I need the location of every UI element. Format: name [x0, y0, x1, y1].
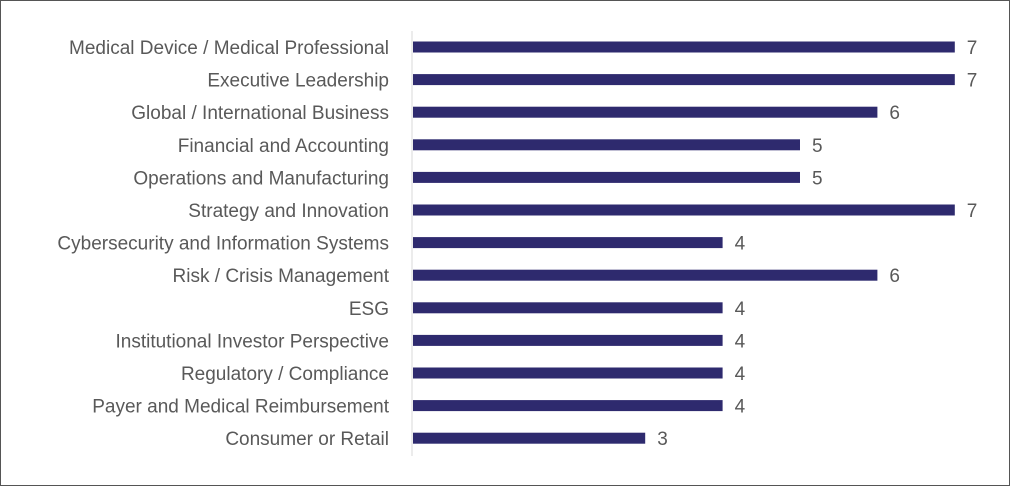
category-labels: Medical Device / Medical Professional Exe…: [57, 38, 389, 450]
value-label-regulatory-compliance: 4: [735, 364, 746, 385]
category-label-esg: ESG: [349, 299, 389, 320]
value-labels: 7 7 6 5 5 7 4 6 4 4 4 4 3: [657, 38, 977, 450]
value-label-executive-leadership: 7: [967, 71, 978, 92]
value-label-cybersecurity-and-information-systems: 4: [735, 234, 746, 255]
bar-risk-crisis-management: [413, 269, 878, 281]
value-label-institutional-investor-perspective: 4: [735, 331, 746, 352]
category-label-regulatory-compliance: Regulatory / Compliance: [181, 364, 389, 385]
bar-strategy-and-innovation: [413, 204, 955, 216]
bars: [413, 41, 955, 444]
category-label-operations-and-manufacturing: Operations and Manufacturing: [133, 168, 389, 189]
value-label-operations-and-manufacturing: 5: [812, 168, 823, 189]
category-label-cybersecurity-and-information-systems: Cybersecurity and Information Systems: [57, 234, 389, 255]
bar-consumer-or-retail: [413, 432, 646, 444]
bar-regulatory-compliance: [413, 367, 723, 379]
bar-institutional-investor-perspective: [413, 334, 723, 346]
value-label-esg: 4: [735, 299, 746, 320]
value-label-payer-and-medical-reimbursement: 4: [735, 397, 746, 418]
bar-payer-and-medical-reimbursement: [413, 400, 723, 412]
category-label-risk-crisis-management: Risk / Crisis Management: [173, 266, 390, 287]
value-label-strategy-and-innovation: 7: [967, 201, 978, 222]
category-label-institutional-investor-perspective: Institutional Investor Perspective: [115, 331, 389, 352]
category-label-strategy-and-innovation: Strategy and Innovation: [188, 201, 389, 222]
bar-executive-leadership: [413, 74, 955, 86]
value-label-consumer-or-retail: 3: [657, 429, 668, 450]
value-label-risk-crisis-management: 6: [889, 266, 900, 287]
bar-esg: [413, 302, 723, 314]
bar-global-international-business: [413, 106, 878, 118]
bar-medical-device-medical-professional: [413, 41, 955, 53]
value-label-global-international-business: 6: [889, 103, 900, 124]
category-label-medical-device-medical-professional: Medical Device / Medical Professional: [69, 38, 389, 59]
bar-cybersecurity-and-information-systems: [413, 237, 723, 249]
category-label-global-international-business: Global / International Business: [131, 103, 389, 124]
category-label-consumer-or-retail: Consumer or Retail: [225, 429, 389, 450]
value-label-financial-and-accounting: 5: [812, 136, 823, 157]
bar-financial-and-accounting: [413, 139, 800, 151]
value-label-medical-device-medical-professional: 7: [967, 38, 978, 59]
category-label-payer-and-medical-reimbursement: Payer and Medical Reimbursement: [92, 397, 389, 418]
category-label-financial-and-accounting: Financial and Accounting: [178, 136, 389, 157]
category-label-executive-leadership: Executive Leadership: [207, 71, 389, 92]
bar-operations-and-manufacturing: [413, 171, 800, 183]
